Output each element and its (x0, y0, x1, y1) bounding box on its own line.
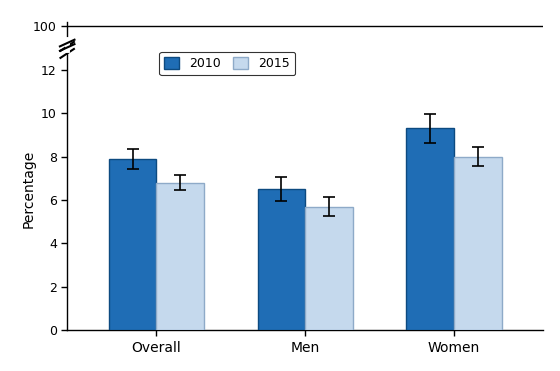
Bar (109, 159, 156, 330)
Y-axis label: Percentage: Percentage (21, 150, 35, 228)
Bar (258, 189, 305, 330)
Bar (156, 183, 204, 330)
Bar (407, 128, 454, 330)
Legend: 2010, 2015: 2010, 2015 (159, 52, 295, 75)
Bar (454, 157, 502, 330)
Bar (305, 207, 353, 330)
